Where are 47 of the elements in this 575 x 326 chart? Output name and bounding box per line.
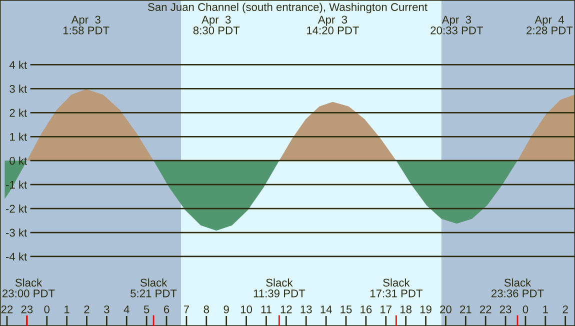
x-tick-label: 13: [300, 305, 312, 314]
x-tick-label: 3: [104, 305, 110, 314]
x-tick-label: 18: [400, 305, 412, 314]
x-tick-label: 23: [21, 305, 33, 314]
chart-title: San Juan Channel (south entrance), Washington Current: [148, 2, 428, 14]
x-tick-label: 0: [44, 305, 50, 314]
annotation: Apr 3 14:20 PDT: [306, 16, 360, 34]
x-tick-label: 1: [64, 306, 70, 314]
x-tick-label: 2: [562, 305, 568, 314]
x-tick-label: 22: [1, 305, 13, 314]
annotation: Apr 3 8:30 PDT: [193, 16, 240, 34]
y-tick-label: 1 kt: [10, 132, 28, 141]
x-tick-label: 2: [84, 305, 90, 314]
y-tick-label: -3 kt: [6, 228, 28, 237]
x-tick-label: 19: [420, 305, 432, 314]
y-tick-label: 4 kt: [9, 60, 28, 69]
y-tick-label: 3 kt: [10, 84, 28, 93]
x-tick-label: 23: [500, 305, 512, 314]
x-tick-label: 5: [144, 306, 150, 314]
x-tick-label: 16: [360, 305, 372, 314]
annotation: Apr 4 2:28 PDT: [526, 16, 573, 34]
annotation: Apr 3 1:58 PDT: [63, 16, 110, 34]
annotation: Slack 5:21 PDT: [130, 278, 177, 298]
x-tick-label: 6: [164, 305, 170, 314]
y-tick-label: -4 kt: [6, 252, 28, 261]
y-tick-label: -2 kt: [6, 204, 28, 213]
x-tick-label: 15: [340, 306, 352, 314]
x-tick-label: 1: [543, 306, 548, 314]
x-tick-label: 4: [124, 306, 130, 314]
x-tick-label: 10: [240, 305, 252, 314]
x-tick-label: 11: [261, 306, 272, 314]
x-tick-label: 12: [280, 305, 292, 314]
annotation: Slack 11:39 PDT: [254, 278, 306, 298]
x-tick-label: 9: [224, 305, 229, 314]
annotation: Slack 17:31 PDT: [370, 278, 422, 298]
x-tick-label: 0: [522, 305, 528, 314]
x-tick-label: 22: [480, 305, 492, 314]
annotation: Slack 23:36 PDT: [492, 278, 544, 298]
x-tick-label: 20: [440, 305, 452, 314]
y-tick-label: 2 kt: [10, 108, 28, 117]
x-tick-label: 21: [460, 305, 472, 314]
annotation: Slack 23:00 PDT: [2, 278, 55, 298]
x-tick-label: 17: [380, 306, 392, 314]
x-tick-label: 8: [204, 305, 210, 314]
annotation: Apr 3 20:33 PDT: [430, 16, 483, 34]
x-tick-label: 7: [184, 306, 189, 314]
x-tick-label: 14: [320, 306, 332, 314]
